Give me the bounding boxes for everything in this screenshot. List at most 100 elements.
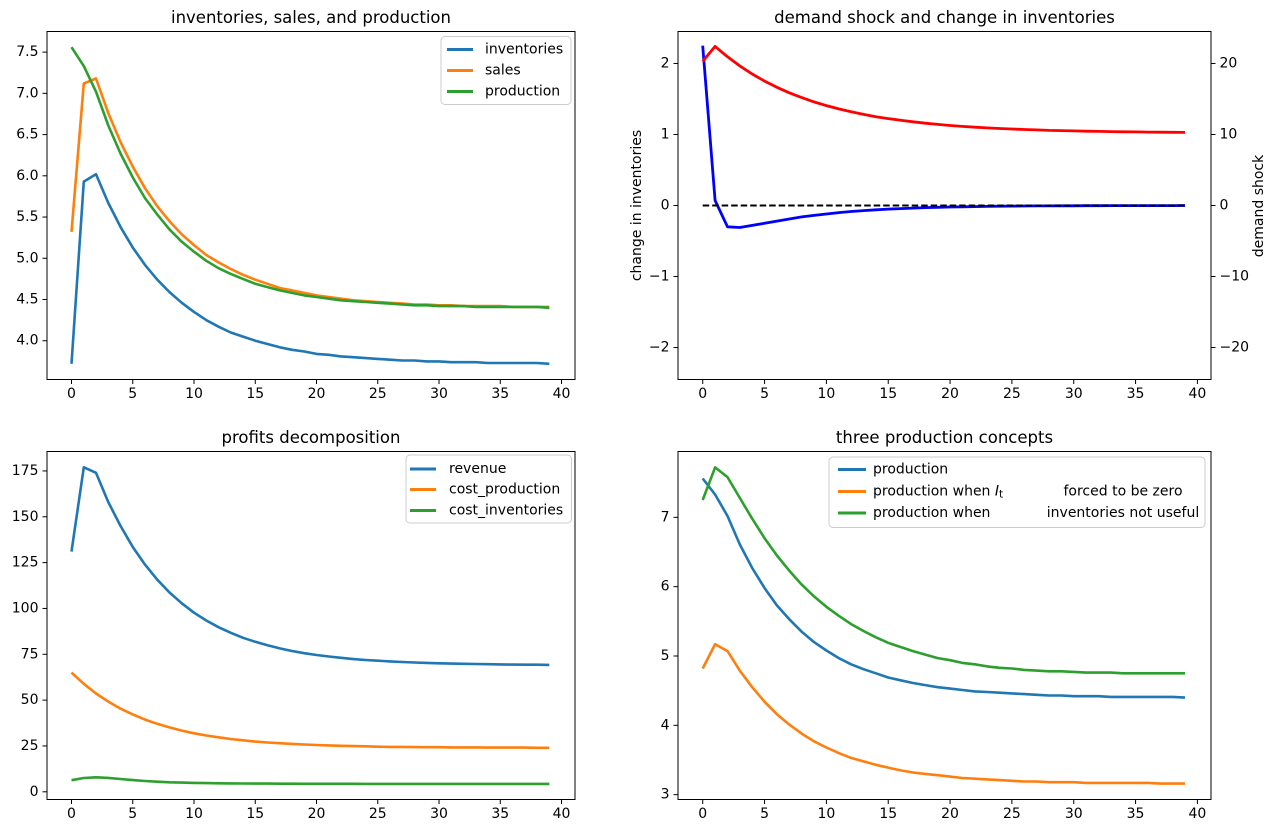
- legend-label-tail: forced to be zero: [1063, 484, 1182, 500]
- x-tick-label: 15: [246, 386, 264, 402]
- series-line-0: [701, 45, 1186, 229]
- y-tick-label-right: 10: [1220, 126, 1238, 142]
- chart-title: inventories, sales, and production: [171, 8, 451, 27]
- x-tick-label: 30: [430, 386, 448, 402]
- y-tick-label: 7: [661, 509, 670, 525]
- series-line-2: [71, 775, 550, 786]
- legend-label: cost_production: [449, 482, 560, 498]
- x-tick-label: 35: [491, 806, 509, 822]
- y-tick-label: 6.0: [16, 168, 38, 184]
- x-tick-label: 40: [553, 386, 571, 402]
- left-axis-label: change in inventories: [629, 130, 645, 281]
- y-tick-label-right: −20: [1220, 340, 1250, 356]
- x-tick-label: 0: [67, 806, 76, 822]
- series-line-2: [701, 466, 1185, 675]
- x-tick-label: 15: [879, 806, 897, 822]
- y-tick-label: 5: [661, 648, 670, 664]
- x-tick-label: 20: [941, 806, 959, 822]
- y-tick-label: 75: [21, 646, 39, 662]
- legend-label: production when: [873, 505, 990, 521]
- x-tick-label: 40: [1188, 386, 1206, 402]
- subplot-profits_decomposition: profits decomposition 0 5 10 15 20 25 30 35 40 0 25…: [12, 428, 576, 822]
- y-tick-label: 7.0: [16, 85, 38, 101]
- right-axis-label: demand shock: [1251, 154, 1267, 257]
- x-tick-label: 0: [698, 386, 707, 402]
- y-tick-label: 3: [661, 787, 670, 803]
- y-tick-label: −2: [649, 340, 670, 356]
- y-tick-label: 100: [12, 600, 39, 616]
- y-tick-label-right: 0: [1220, 198, 1229, 214]
- legend-label: production: [873, 462, 948, 478]
- subplot-inventories_sales_production: inventories, sales, and production 0 5 10 15…: [16, 8, 576, 402]
- axes-frame: [677, 451, 1212, 800]
- x-tick-label: 10: [817, 386, 835, 402]
- x-tick-label: 10: [817, 806, 835, 822]
- series-line-0: [70, 465, 550, 667]
- legend-label: inventories: [485, 42, 563, 58]
- legend-label: revenue: [449, 461, 506, 477]
- x-tick-label: 30: [430, 806, 448, 822]
- x-tick-label: 10: [185, 806, 203, 822]
- x-tick-label: 25: [1003, 386, 1021, 402]
- subplot-demand_shock_change_in_inventories: demand shock and change in inventories 0 5…: [629, 8, 1267, 402]
- x-tick-label: 5: [760, 806, 769, 822]
- x-tick-label: 40: [1188, 806, 1206, 822]
- legend-box: [405, 454, 572, 524]
- y-tick-label: 0: [661, 198, 670, 214]
- y-tick-label-right: 20: [1220, 55, 1238, 71]
- y-tick-label: 0: [30, 784, 39, 800]
- series-line-1: [701, 45, 1186, 134]
- legend-label: sales: [485, 63, 521, 79]
- y-tick-label: 4.0: [16, 333, 38, 349]
- y-tick-label: 50: [21, 692, 39, 708]
- x-tick-label: 10: [185, 386, 203, 402]
- legend-box: [828, 456, 1206, 528]
- y-tick-label: 175: [12, 463, 39, 479]
- chart-title: demand shock and change in inventories: [774, 8, 1115, 27]
- x-tick-label: 5: [128, 806, 137, 822]
- y-tick-label: 125: [12, 555, 39, 571]
- x-tick-label: 5: [760, 386, 769, 402]
- x-tick-label: 5: [128, 386, 137, 402]
- y-tick-label: 6: [661, 579, 670, 595]
- y-tick-label: 7.5: [16, 44, 38, 60]
- legend-label: cost_inventories: [449, 503, 563, 519]
- y-tick-label: 5.5: [16, 209, 38, 225]
- y-tick-label: −1: [649, 269, 670, 285]
- x-tick-label: 20: [308, 386, 326, 402]
- x-tick-label: 35: [491, 386, 509, 402]
- x-tick-label: 0: [698, 806, 707, 822]
- axes-frame: [46, 451, 576, 800]
- y-tick-label: 1: [661, 126, 670, 142]
- y-tick-label: 5.0: [16, 250, 38, 266]
- x-tick-label: 25: [369, 806, 387, 822]
- x-tick-label: 35: [1127, 806, 1145, 822]
- legend-label: production when It: [873, 484, 1003, 501]
- legend-label: production: [485, 84, 560, 100]
- y-tick-label: 6.5: [16, 127, 38, 143]
- x-tick-label: 15: [246, 806, 264, 822]
- chart-title: three production concepts: [836, 428, 1053, 447]
- x-tick-label: 30: [1065, 386, 1083, 402]
- axes-frame: [677, 31, 1212, 380]
- legend-box: [440, 36, 572, 105]
- y-tick-label: 25: [21, 738, 39, 754]
- series-line-1: [70, 671, 550, 750]
- y-tick-label: 4: [661, 717, 670, 733]
- x-tick-label: 0: [67, 386, 76, 402]
- y-tick-label: 4.5: [16, 292, 38, 308]
- series-line-2: [70, 46, 550, 310]
- series-line-0: [701, 477, 1186, 699]
- x-tick-label: 15: [879, 386, 897, 402]
- series-line-1: [701, 642, 1185, 785]
- x-tick-label: 25: [369, 386, 387, 402]
- legend-label-tail: inventories not useful: [1047, 505, 1199, 521]
- x-tick-label: 20: [308, 806, 326, 822]
- axes-frame: [46, 31, 576, 380]
- x-tick-label: 30: [1065, 806, 1083, 822]
- chart-title: profits decomposition: [222, 428, 401, 447]
- x-tick-label: 20: [941, 386, 959, 402]
